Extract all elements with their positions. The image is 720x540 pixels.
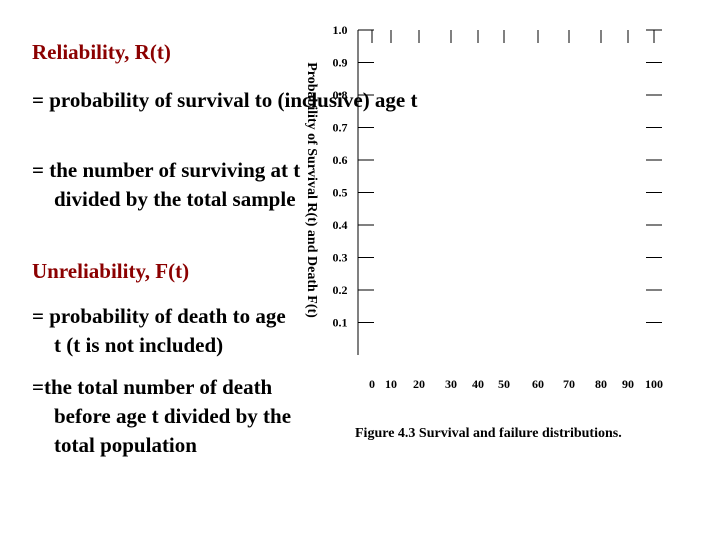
unreliability-definition-count: =the total number of death before age t … — [32, 375, 292, 457]
unreliability-heading: Unreliability, F(t) — [32, 259, 190, 283]
y-tick-label: 0.1 — [333, 316, 348, 330]
unreliability-definition-probability: = probability of death to age t (t is no… — [32, 304, 286, 357]
reliability-definition-probability: = probability of survival to (inclusive)… — [32, 88, 418, 112]
x-tick-label: 20 — [413, 377, 425, 391]
x-tick-label: 60 — [532, 377, 544, 391]
x-tick-label: 0 — [369, 377, 375, 391]
reliability-heading: Reliability, R(t) — [32, 40, 171, 64]
y-tick-label: 0.8 — [333, 88, 348, 102]
x-tick-label: 100 — [645, 377, 663, 391]
x-tick-label: 80 — [595, 377, 607, 391]
x-tick-label: 90 — [622, 377, 634, 391]
y-tick-label: 0.2 — [333, 283, 348, 297]
x-tick-label: 30 — [445, 377, 457, 391]
x-tick-label: 10 — [385, 377, 397, 391]
y-tick-label: 0.3 — [333, 251, 348, 265]
x-tick-label: 50 — [498, 377, 510, 391]
x-tick-label: 40 — [472, 377, 484, 391]
figure-caption: Figure 4.3 Survival and failure distribu… — [355, 426, 622, 441]
y-tick-label: 0.6 — [333, 153, 348, 167]
reliability-definition-count: = the number of surviving at t divided b… — [32, 158, 301, 211]
y-tick-label: 1.0 — [333, 23, 348, 37]
y-tick-label: 0.9 — [333, 56, 348, 70]
y-tick-label: 0.4 — [333, 218, 348, 232]
x-tick-label: 70 — [563, 377, 575, 391]
y-tick-label: 0.7 — [333, 121, 348, 135]
y-tick-label: 0.5 — [333, 186, 348, 200]
